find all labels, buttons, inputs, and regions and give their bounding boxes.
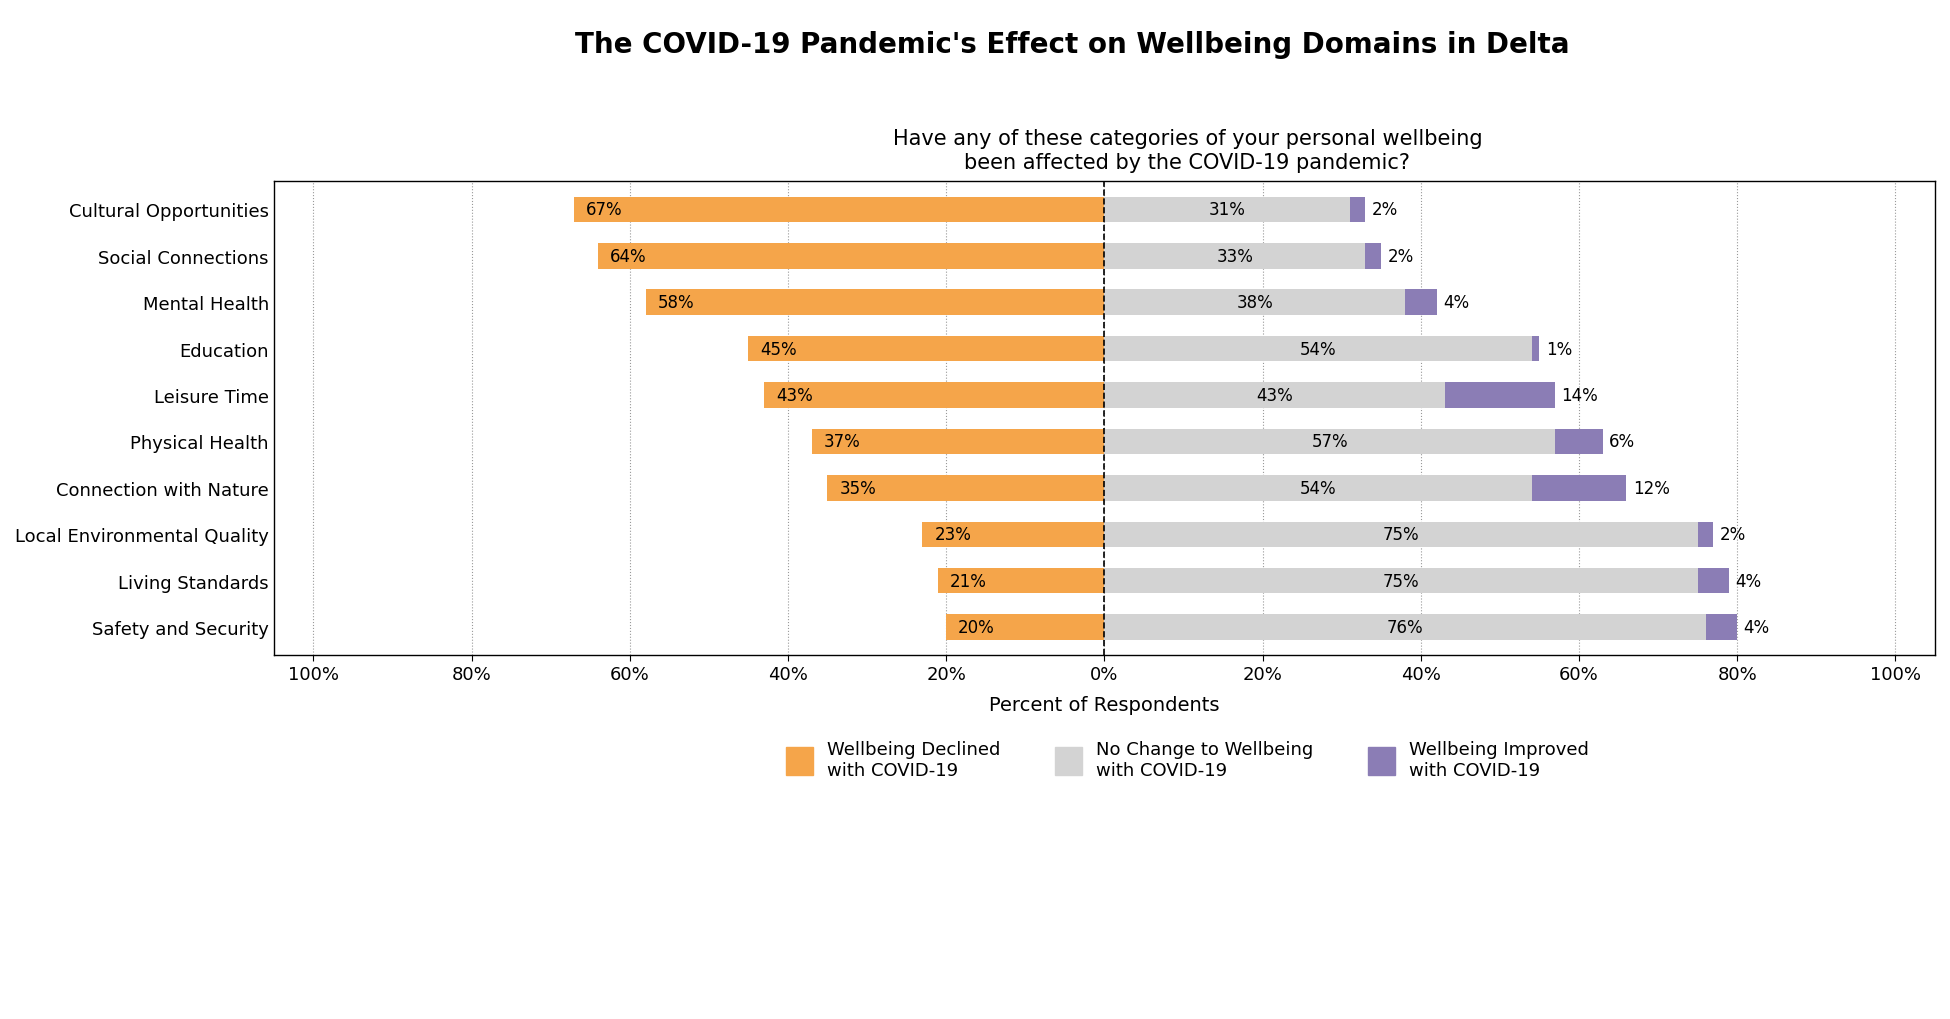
Bar: [1445, 383, 1556, 409]
Text: 2%: 2%: [1371, 201, 1398, 219]
Bar: [1556, 429, 1603, 454]
Text: 20%: 20%: [957, 619, 994, 637]
Text: 33%: 33%: [1217, 248, 1254, 266]
Bar: [1104, 198, 1349, 223]
Text: 37%: 37%: [823, 433, 860, 451]
Text: 6%: 6%: [1609, 433, 1636, 451]
Text: 31%: 31%: [1209, 201, 1246, 219]
Bar: [764, 383, 1104, 409]
Bar: [1698, 569, 1730, 594]
Bar: [1104, 476, 1531, 501]
Title: Have any of these categories of your personal wellbeing
been affected by the COV: Have any of these categories of your per…: [893, 129, 1482, 172]
Text: 4%: 4%: [1736, 573, 1761, 590]
Bar: [599, 244, 1104, 269]
Text: 75%: 75%: [1383, 573, 1420, 590]
Text: 21%: 21%: [950, 573, 987, 590]
Text: 43%: 43%: [1256, 386, 1293, 405]
Bar: [1104, 290, 1406, 316]
Bar: [827, 476, 1104, 501]
Text: 4%: 4%: [1443, 293, 1468, 312]
Bar: [922, 522, 1104, 547]
Text: 67%: 67%: [587, 201, 622, 219]
Bar: [1104, 244, 1365, 269]
Text: 35%: 35%: [838, 479, 876, 497]
Text: 54%: 54%: [1299, 340, 1336, 359]
Text: 14%: 14%: [1562, 386, 1599, 405]
Text: The COVID-19 Pandemic's Effect on Wellbeing Domains in Delta: The COVID-19 Pandemic's Effect on Wellbe…: [575, 31, 1570, 58]
Bar: [1531, 476, 1626, 501]
Text: 57%: 57%: [1312, 433, 1347, 451]
Bar: [1531, 336, 1539, 362]
Bar: [645, 290, 1104, 316]
Bar: [1706, 614, 1737, 640]
Legend: Wellbeing Declined
with COVID-19, No Change to Wellbeing
with COVID-19, Wellbein: Wellbeing Declined with COVID-19, No Cha…: [776, 732, 1599, 789]
Bar: [1104, 336, 1531, 362]
Bar: [1349, 198, 1365, 223]
Bar: [1104, 522, 1698, 547]
Text: 64%: 64%: [610, 248, 647, 266]
Bar: [1104, 614, 1706, 640]
Text: 43%: 43%: [776, 386, 813, 405]
Text: 1%: 1%: [1546, 340, 1572, 359]
Bar: [1104, 569, 1698, 594]
Text: 38%: 38%: [1236, 293, 1273, 312]
X-axis label: Percent of Respondents: Percent of Respondents: [989, 695, 1219, 714]
Bar: [575, 198, 1104, 223]
Text: 2%: 2%: [1720, 526, 1745, 544]
Bar: [1365, 244, 1381, 269]
Bar: [938, 569, 1104, 594]
Text: 76%: 76%: [1386, 619, 1424, 637]
Bar: [1104, 429, 1556, 454]
Text: 23%: 23%: [934, 526, 971, 544]
Bar: [749, 336, 1104, 362]
Bar: [946, 614, 1104, 640]
Text: 54%: 54%: [1299, 479, 1336, 497]
Bar: [1698, 522, 1714, 547]
Bar: [1104, 383, 1445, 409]
Text: 2%: 2%: [1388, 248, 1414, 266]
Bar: [811, 429, 1104, 454]
Bar: [1406, 290, 1437, 316]
Text: 4%: 4%: [1743, 619, 1771, 637]
Text: 45%: 45%: [760, 340, 798, 359]
Text: 75%: 75%: [1383, 526, 1420, 544]
Text: 58%: 58%: [657, 293, 694, 312]
Text: 12%: 12%: [1632, 479, 1669, 497]
